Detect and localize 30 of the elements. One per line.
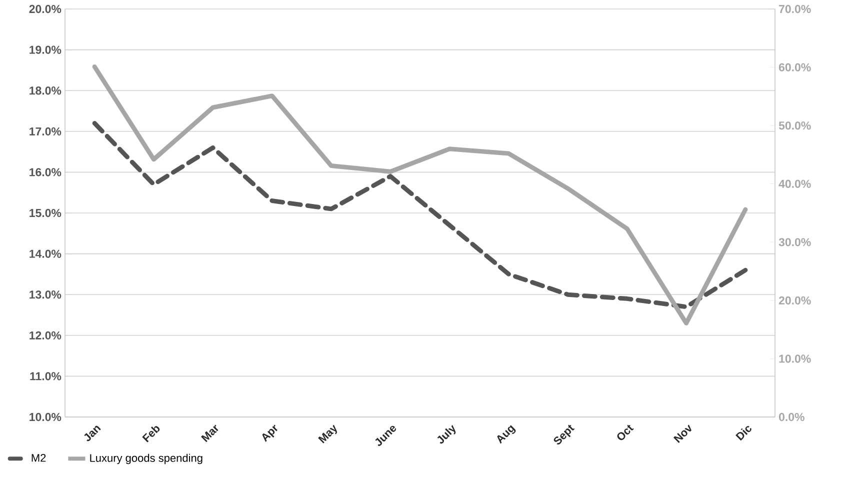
y2-tick-label: 30.0% <box>778 238 811 246</box>
x-tick-label: Oct <box>617 424 634 440</box>
y-tick-label: 18.0% <box>30 86 62 95</box>
y2-tick-label: 10.0% <box>779 354 811 363</box>
legend-label: M2 <box>32 454 46 462</box>
line-series <box>92 120 748 310</box>
x-tick-label: Jan <box>84 426 101 442</box>
line-series <box>92 64 748 326</box>
y-tick-label: 13.0% <box>30 290 62 299</box>
x-tick-label: Feb <box>142 426 160 442</box>
y2-tick-label: 50.0% <box>778 122 811 130</box>
y-tick-label: 20.0% <box>29 4 62 14</box>
y-tick-label: 11.0% <box>30 372 62 380</box>
y-tick-label: 15.0% <box>30 208 62 218</box>
y2-tick-label: 70.0% <box>779 4 811 14</box>
y-tick-label: 12.0% <box>30 331 62 340</box>
y-tick-label: 10.0% <box>30 412 62 422</box>
y-tick-label: 19.0% <box>30 46 62 54</box>
y2-tick-label: 60.0% <box>778 63 811 72</box>
y-tick-label: 16.0% <box>30 168 62 176</box>
x-tick-label: Nov <box>673 424 692 443</box>
y-tick-label: 14.0% <box>30 250 62 258</box>
x-tick-label: Mar <box>201 424 218 442</box>
y2-tick-label: 40.0% <box>778 180 811 188</box>
y2-tick-label: 20.0% <box>778 296 811 304</box>
y-tick-label: 17.0% <box>30 127 62 136</box>
y2-tick-label: 0.0% <box>778 412 804 422</box>
legend-label: Luxury goods spending <box>90 454 202 464</box>
x-tick-label: Dic <box>736 426 752 441</box>
x-tick-label: Apr <box>262 424 278 442</box>
